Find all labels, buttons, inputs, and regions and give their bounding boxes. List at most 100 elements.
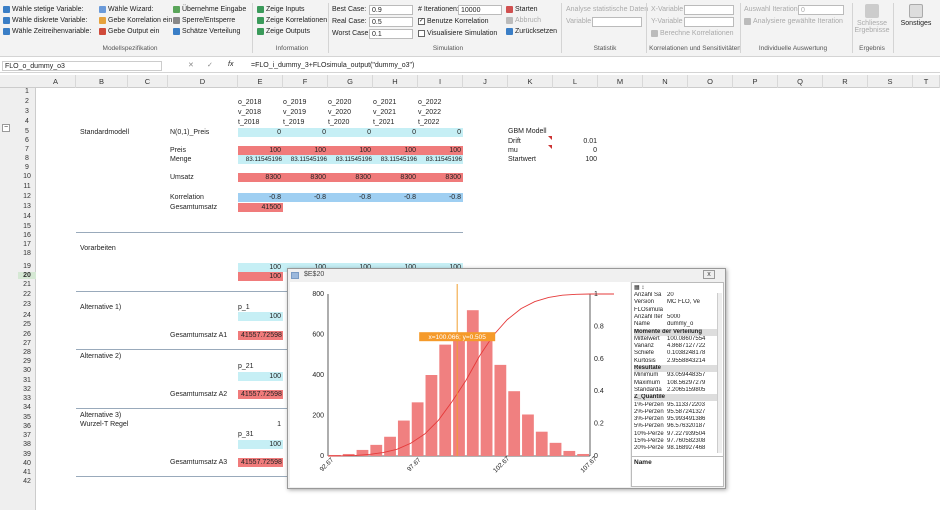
cell[interactable]: 100 — [238, 372, 283, 381]
row-header[interactable]: 34 — [23, 404, 31, 411]
cell[interactable]: 83.11545196 — [283, 155, 328, 164]
cell[interactable]: o_2020 — [328, 99, 352, 106]
column-header[interactable]: S — [868, 75, 913, 88]
formula-input[interactable]: =FLO_i_dummy_3+FLOsimula_output("dummy_o… — [251, 62, 415, 69]
cell[interactable]: o_2021 — [373, 99, 397, 106]
cell[interactable]: t_2021 — [373, 119, 395, 126]
column-header[interactable]: D — [168, 75, 238, 88]
schaetze-button[interactable]: Schätze Verteilung — [173, 28, 240, 35]
row-header[interactable]: 5 — [25, 128, 29, 135]
column-header[interactable]: R — [823, 75, 868, 88]
cell[interactable]: mu — [508, 147, 518, 154]
column-header[interactable]: F — [283, 75, 328, 88]
row-header[interactable]: 28 — [23, 349, 31, 356]
row-header[interactable]: 21 — [23, 281, 31, 288]
row-header[interactable]: 16 — [23, 232, 31, 239]
column-header[interactable]: P — [733, 75, 778, 88]
row-header[interactable]: 38 — [23, 441, 31, 448]
column-header[interactable]: Q — [778, 75, 823, 88]
row-header[interactable]: 7 — [25, 146, 29, 153]
cell[interactable]: 100 — [238, 272, 283, 281]
column-header[interactable]: O — [688, 75, 733, 88]
cell[interactable]: 8300 — [283, 173, 328, 182]
cell[interactable]: 100 — [238, 312, 283, 321]
panel-toolbar-icon[interactable]: ▦ ↕ — [634, 285, 645, 291]
cell[interactable]: t_2019 — [283, 119, 305, 126]
cell[interactable]: t_2022 — [418, 119, 440, 126]
stetige-variable-button[interactable]: Wähle stetige Variable: — [3, 6, 83, 13]
cell[interactable]: 100 — [238, 440, 283, 449]
close-icon[interactable]: x — [703, 270, 715, 279]
cell[interactable]: 100 — [418, 263, 463, 272]
collapse-group-icon[interactable]: − — [2, 124, 10, 132]
cell[interactable]: Menge — [170, 156, 192, 163]
cell[interactable]: 83.11545196 — [418, 155, 463, 164]
cell[interactable]: 100 — [328, 263, 373, 272]
cell[interactable]: t_2018 — [238, 119, 260, 126]
cell[interactable]: 0 — [283, 128, 328, 137]
cell[interactable]: 100 — [238, 263, 283, 272]
benutze-korrelation-checkbox[interactable]: ✓ Benutze Korrelation — [418, 18, 489, 25]
auswahl-iteration-input[interactable]: 0 — [798, 5, 844, 15]
cell[interactable]: 8300 — [418, 173, 463, 182]
cell[interactable]: Vorarbeiten — [80, 245, 116, 252]
uebernehme-button[interactable]: Übernehme Eingabe — [173, 6, 246, 13]
column-header[interactable]: G — [328, 75, 373, 88]
cell[interactable]: 100 — [418, 146, 463, 155]
row-header[interactable]: 2 — [25, 98, 29, 105]
row-header[interactable]: 6 — [25, 137, 29, 144]
cell[interactable]: -0.8 — [283, 193, 328, 202]
cell[interactable]: Alternative 1) — [80, 304, 122, 311]
starten-button[interactable]: Starten — [506, 6, 538, 13]
output-distribution-window[interactable]: $E$20 x 800 600 400 200 0 1 0.8 0.6 0.4 0.2 0 92.67… — [287, 268, 726, 489]
korrelation-eingabe-button[interactable]: Gebe Korrelation ein — [99, 17, 172, 24]
row-header[interactable]: 23 — [23, 301, 31, 308]
confirm-icon[interactable]: ✓ — [207, 62, 213, 69]
variable-select[interactable] — [592, 17, 642, 27]
cell[interactable]: 100 — [585, 156, 597, 163]
cell[interactable]: 0 — [238, 128, 283, 137]
row-header[interactable]: 35 — [23, 414, 31, 421]
cell[interactable]: 100 — [283, 263, 328, 272]
row-header[interactable]: 1 — [25, 88, 29, 95]
row-header[interactable]: 15 — [23, 223, 31, 230]
row-header[interactable]: 3 — [25, 108, 29, 115]
cell[interactable]: 100 — [328, 146, 373, 155]
row-header[interactable]: 40 — [23, 460, 31, 467]
function-icon[interactable]: fx — [228, 61, 234, 68]
cell[interactable]: 100 — [238, 146, 283, 155]
worst-case-input[interactable]: 0.1 — [369, 29, 413, 39]
cell[interactable]: 41557.72598 — [238, 458, 283, 467]
cell[interactable]: Umsatz — [170, 174, 194, 181]
cell[interactable]: GBM Modell — [508, 128, 547, 135]
cell[interactable]: Wurzel-T Regel — [80, 421, 129, 428]
cell[interactable]: 41557.72598 — [238, 331, 283, 340]
berechne-korrelationen-button[interactable]: Berechne Korrelationen — [651, 30, 734, 37]
row-header[interactable]: 22 — [23, 291, 31, 298]
cell[interactable]: Gesamtumsatz A3 — [170, 459, 228, 466]
row-header[interactable]: 25 — [23, 321, 31, 328]
row-header[interactable]: 19 — [23, 263, 31, 270]
sonstiges-button[interactable]: Sonstiges — [897, 4, 935, 27]
cell[interactable]: Gesamtumsatz A1 — [170, 332, 228, 339]
row-header[interactable]: 17 — [23, 241, 31, 248]
cell[interactable]: -0.8 — [238, 193, 283, 202]
cell[interactable]: o_2019 — [283, 99, 307, 106]
column-header[interactable]: A — [36, 75, 76, 88]
schliesse-ergebnisse-button[interactable]: Schliesse Ergebnisse — [854, 4, 890, 34]
cell[interactable]: Preis — [170, 147, 186, 154]
row-header[interactable]: 11 — [23, 183, 31, 190]
column-header[interactable]: M — [598, 75, 643, 88]
real-case-input[interactable]: 0.5 — [369, 17, 413, 27]
row-header[interactable]: 9 — [25, 164, 29, 171]
row-header[interactable]: 32 — [23, 386, 31, 393]
cell[interactable]: Alternative 2) — [80, 353, 122, 360]
cell[interactable]: o_2022 — [418, 99, 442, 106]
column-header[interactable]: J — [463, 75, 508, 88]
cell[interactable]: Alternative 3) — [80, 412, 122, 419]
cell[interactable]: 1 — [277, 421, 281, 428]
cell[interactable]: Startwert — [508, 156, 537, 163]
visualisiere-checkbox[interactable]: Visualisiere Simulation — [418, 30, 497, 37]
row-header[interactable]: 8 — [25, 155, 29, 162]
cell[interactable]: 83.11545196 — [238, 155, 283, 164]
